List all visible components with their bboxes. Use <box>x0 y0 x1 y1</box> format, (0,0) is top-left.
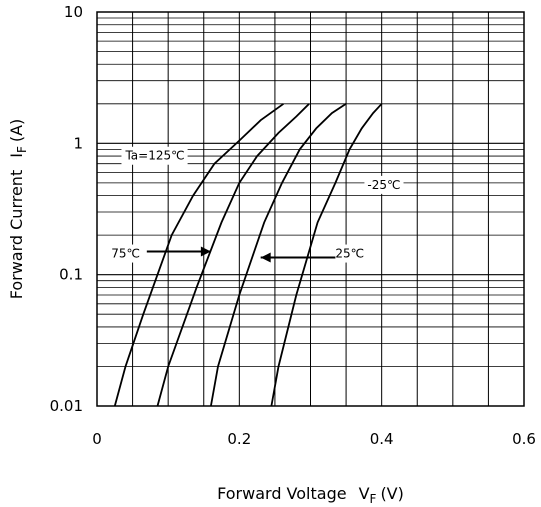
annotation-label-bg <box>332 244 368 263</box>
annotation-label: -25℃ <box>367 178 400 192</box>
arrow-head <box>260 252 271 263</box>
y-axis-unit: (A) <box>7 119 26 142</box>
annotations: Ta=125℃ 75℃ 25℃ -25℃ <box>108 146 404 263</box>
series-line <box>210 103 347 407</box>
x-tick-label: 0.6 <box>512 430 536 448</box>
y-tick-label: 10 <box>64 3 83 21</box>
series-line <box>270 103 383 407</box>
y-axis-subscript: F <box>15 146 29 153</box>
annotation-label-bg <box>364 175 404 194</box>
x-axis-title-text: Forward Voltage <box>217 484 346 503</box>
x-tick-label: 0.4 <box>370 430 394 448</box>
plot-frame <box>96 11 525 407</box>
x-axis-symbol: V <box>359 484 370 503</box>
series-line <box>156 103 310 407</box>
annotation-label: 25℃ <box>335 247 364 261</box>
series-lines <box>113 103 383 407</box>
grid <box>97 12 524 406</box>
annotation-label-bg <box>121 146 188 165</box>
x-axis-title: Forward Voltage VF (V) <box>217 484 404 506</box>
annotation-label-bg <box>108 244 143 263</box>
y-tick-label: 1 <box>73 134 83 152</box>
y-axis-title: Forward Current IF (A) <box>7 119 29 300</box>
y-axis-title-text: Forward Current <box>7 170 26 300</box>
x-tick-labels: 0 0.2 0.4 0.6 <box>92 430 536 448</box>
y-tick-label: 0.1 <box>59 266 83 284</box>
x-tick-label: 0 <box>92 430 102 448</box>
y-tick-labels: 0.01 0.1 1 10 <box>50 3 83 415</box>
annotation-label: Ta=125℃ <box>124 149 184 163</box>
y-tick-label: 0.01 <box>50 397 83 415</box>
arrow-head <box>200 246 211 257</box>
annotation-label: 75℃ <box>111 247 140 261</box>
x-axis-subscript: F <box>370 492 377 506</box>
series-line <box>113 103 285 407</box>
x-tick-label: 0.2 <box>227 430 251 448</box>
y-axis-symbol: I <box>7 153 26 158</box>
x-axis-unit: (V) <box>380 484 403 503</box>
